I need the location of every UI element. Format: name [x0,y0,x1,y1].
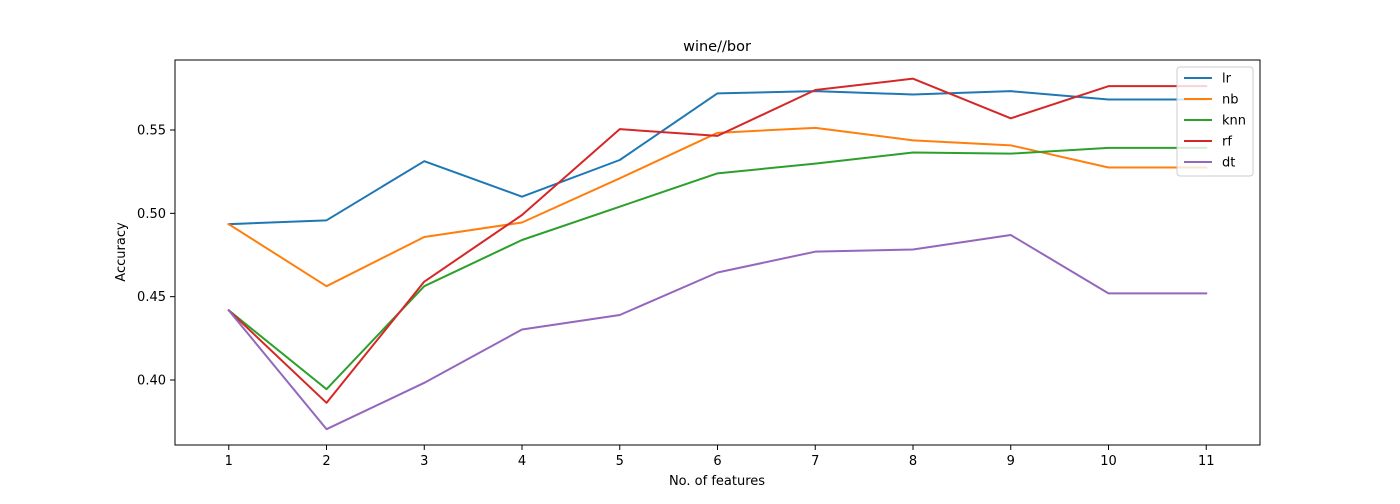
chart-title: wine//bor [683,39,751,55]
x-tick-label: 10 [1100,454,1117,469]
legend-label-lr: lr [1222,72,1232,87]
legend: lr nb knn rf dt [1176,66,1254,177]
legend-label-dt: dt [1222,156,1235,171]
legend-label-nb: nb [1222,93,1239,108]
series-line-lr [227,90,1208,226]
x-axis-label: No. of features [669,474,765,489]
series-line-rf [227,77,1208,404]
x-tick-label: 5 [616,454,624,469]
y-tick-label: 0.40 [137,374,166,389]
y-axis-label: Accuracy [114,222,129,282]
y-axis: 0.40 0.45 0.50 0.55 [137,124,175,389]
legend-label-rf: rf [1222,135,1232,150]
x-tick-label: 2 [322,454,330,469]
x-tick-label: 9 [1007,454,1015,469]
legend-label-knn: knn [1222,114,1246,129]
x-tick-label: 8 [909,454,917,469]
y-tick-label: 0.55 [137,124,166,139]
series-line-dt [227,234,1208,431]
legend-box [1176,66,1254,177]
x-tick-label: 6 [713,454,721,469]
x-tick-label: 11 [1198,454,1215,469]
y-tick-label: 0.50 [137,207,166,222]
y-tick-label: 0.45 [137,290,166,305]
x-tick-label: 7 [811,454,819,469]
x-axis: 1 2 3 4 5 6 7 8 9 10 11 [225,445,1215,469]
x-tick-label: 1 [225,454,233,469]
x-tick-label: 4 [518,454,526,469]
x-tick-label: 3 [420,454,428,469]
series-layer [227,77,1208,431]
